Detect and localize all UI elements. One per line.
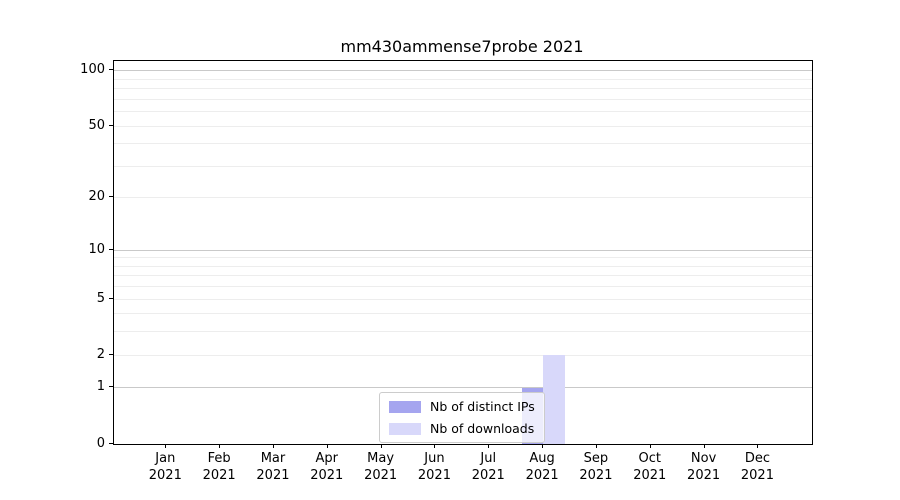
y-tick-mark <box>109 248 113 250</box>
x-tick-label: Jun 2021 <box>417 451 451 483</box>
gridline-major <box>114 249 812 251</box>
x-tick-mark <box>542 444 544 448</box>
gridline-minor <box>114 286 812 288</box>
gridline-minor <box>114 125 812 127</box>
x-tick-mark <box>219 444 221 448</box>
y-tick-label: 2 <box>96 346 105 362</box>
x-tick-mark <box>165 444 167 448</box>
x-tick-mark <box>488 444 490 448</box>
gridline-minor <box>114 257 812 259</box>
y-tick-label: 100 <box>80 62 105 78</box>
legend-label-distinct-ips: Nb of distinct IPs <box>430 399 535 414</box>
x-tick-label: Mar 2021 <box>256 451 290 483</box>
gridline-minor <box>114 331 812 333</box>
plot-area: Nb of distinct IPs Nb of downloads <box>113 60 813 445</box>
x-tick-label: Dec 2021 <box>740 451 774 483</box>
legend-label-downloads: Nb of downloads <box>430 421 535 436</box>
y-tick-mark <box>109 386 113 388</box>
gridline-major <box>114 387 812 389</box>
legend-item-distinct-ips: Nb of distinct IPs <box>389 399 535 414</box>
legend-swatch-downloads-icon <box>389 422 421 435</box>
gridline-minor <box>114 298 812 300</box>
y-tick-mark <box>109 297 113 299</box>
y-tick-mark <box>109 124 113 126</box>
gridline-minor <box>114 354 812 356</box>
gridline-minor <box>114 78 812 80</box>
x-tick-mark <box>326 444 328 448</box>
y-tick-mark <box>109 69 113 71</box>
y-tick-mark <box>109 442 113 444</box>
gridline-minor <box>114 197 812 199</box>
legend-swatch-distinct-ips-icon <box>389 400 421 413</box>
x-tick-mark <box>703 444 705 448</box>
y-tick-mark <box>109 196 113 198</box>
x-tick-label: May 2021 <box>364 451 398 483</box>
x-tick-label: Jan 2021 <box>148 451 182 483</box>
legend: Nb of distinct IPs Nb of downloads <box>379 392 545 443</box>
gridline-minor <box>114 275 812 277</box>
x-tick-label: Aug 2021 <box>525 451 559 483</box>
gridline-minor <box>114 165 812 167</box>
gridline-minor <box>114 313 812 315</box>
x-tick-mark <box>757 444 759 448</box>
gridline-minor <box>114 111 812 113</box>
y-tick-label: 1 <box>96 379 105 395</box>
x-tick-label: Oct 2021 <box>633 451 667 483</box>
x-tick-mark <box>272 444 274 448</box>
legend-item-downloads: Nb of downloads <box>389 421 535 436</box>
y-tick-label: 10 <box>88 241 105 257</box>
y-tick-label: 20 <box>88 189 105 205</box>
chart-title: mm430ammense7probe 2021 <box>340 37 584 56</box>
x-tick-mark <box>595 444 597 448</box>
bar-downloads <box>543 355 565 444</box>
x-tick-label: Feb 2021 <box>202 451 236 483</box>
x-tick-label: Apr 2021 <box>310 451 344 483</box>
gridline-minor <box>114 143 812 145</box>
y-tick-label: 5 <box>96 290 105 306</box>
y-tick-label: 50 <box>88 117 105 133</box>
x-tick-mark <box>380 444 382 448</box>
x-tick-label: Jul 2021 <box>471 451 505 483</box>
gridline-minor <box>114 98 812 100</box>
x-tick-label: Nov 2021 <box>687 451 721 483</box>
gridline-major <box>114 70 812 72</box>
x-tick-mark <box>434 444 436 448</box>
gridline-minor <box>114 88 812 90</box>
x-tick-mark <box>649 444 651 448</box>
y-tick-label: 0 <box>96 435 105 451</box>
gridline-minor <box>114 265 812 267</box>
x-tick-label: Sep 2021 <box>579 451 613 483</box>
y-tick-mark <box>109 353 113 355</box>
